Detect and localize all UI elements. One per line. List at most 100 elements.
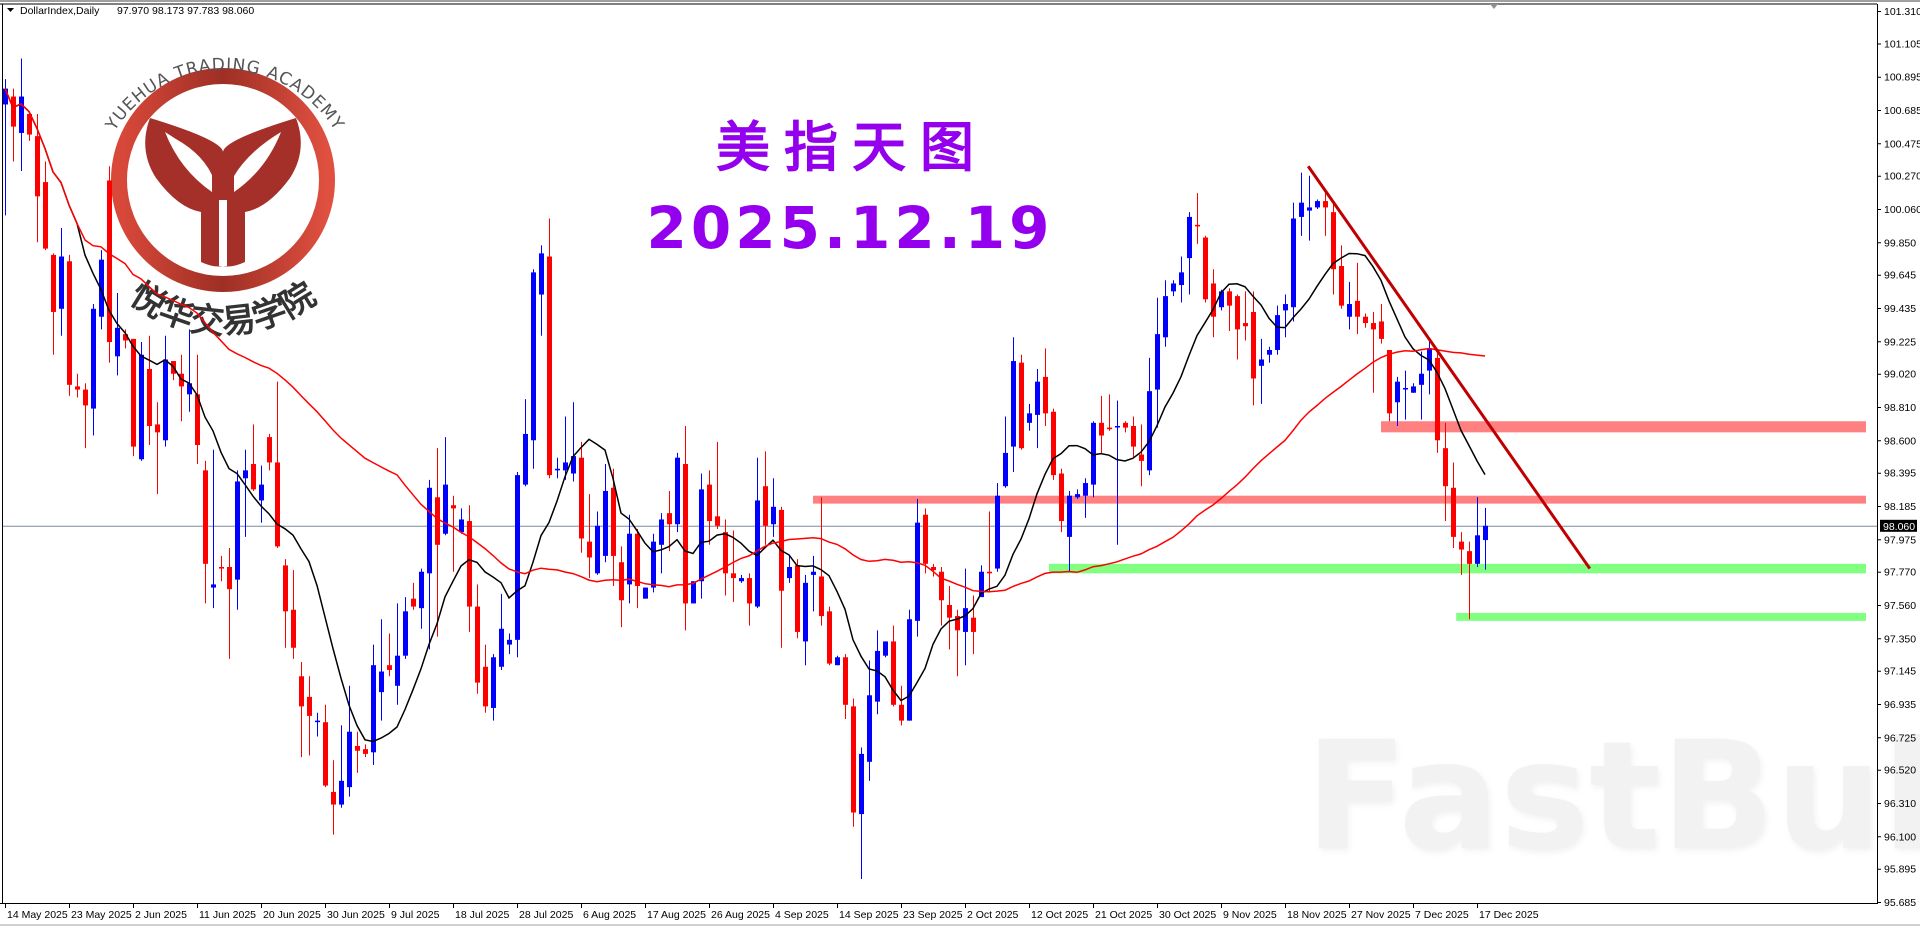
candle[interactable] (1259, 338, 1264, 404)
candle[interactable] (155, 402, 160, 495)
candle[interactable] (827, 606, 832, 666)
candle[interactable] (1043, 348, 1048, 427)
candle[interactable] (763, 451, 768, 545)
candle[interactable] (395, 603, 400, 705)
candle[interactable] (59, 228, 64, 336)
candle[interactable] (163, 335, 168, 447)
candle[interactable] (539, 245, 544, 336)
candle[interactable] (1411, 383, 1416, 393)
candle[interactable] (83, 383, 88, 449)
candle[interactable] (1395, 376, 1400, 427)
candle[interactable] (875, 630, 880, 715)
candle[interactable] (379, 619, 384, 721)
support-zone[interactable] (1049, 563, 1866, 574)
candle[interactable] (707, 470, 712, 545)
candle[interactable] (1467, 541, 1472, 620)
candle[interactable] (747, 573, 752, 626)
candle[interactable] (515, 471, 520, 658)
candle[interactable] (283, 559, 288, 648)
candle[interactable] (147, 335, 152, 446)
candle[interactable] (355, 731, 360, 773)
candle[interactable] (1251, 291, 1256, 406)
candle[interactable] (931, 563, 936, 577)
candle[interactable] (1131, 416, 1136, 458)
candle[interactable] (771, 478, 776, 537)
candle[interactable] (883, 641, 888, 658)
candle[interactable] (91, 304, 96, 436)
candle[interactable] (1179, 256, 1184, 303)
candle[interactable] (1363, 313, 1368, 328)
candle[interactable] (11, 88, 16, 162)
candle[interactable] (1147, 357, 1152, 476)
candle[interactable] (1347, 281, 1352, 330)
candle[interactable] (1451, 462, 1456, 548)
candle[interactable] (571, 402, 576, 482)
candle[interactable] (819, 497, 824, 626)
candle[interactable] (739, 574, 744, 583)
candle[interactable] (523, 399, 528, 487)
candle[interactable] (227, 547, 232, 659)
candle[interactable] (795, 559, 800, 639)
candle[interactable] (835, 655, 840, 666)
candle[interactable] (419, 568, 424, 629)
candle[interactable] (1099, 395, 1104, 455)
candle[interactable] (251, 424, 256, 491)
candle[interactable] (331, 760, 336, 835)
candle[interactable] (659, 513, 664, 574)
candle[interactable] (915, 498, 920, 637)
candle[interactable] (1227, 288, 1232, 331)
candle[interactable] (275, 381, 280, 548)
candle[interactable] (1083, 478, 1088, 518)
candle[interactable] (971, 595, 976, 655)
candle[interactable] (963, 568, 968, 666)
candle[interactable] (683, 426, 688, 631)
candle[interactable] (1067, 490, 1072, 572)
candle[interactable] (459, 508, 464, 534)
candle[interactable] (531, 269, 536, 469)
candle[interactable] (43, 161, 48, 251)
candle[interactable] (1267, 346, 1272, 363)
resistance-zone[interactable] (813, 495, 1866, 504)
candle[interactable] (1203, 235, 1208, 303)
candle[interactable] (211, 449, 216, 609)
candle[interactable] (859, 747, 864, 880)
candle[interactable] (1291, 202, 1296, 322)
candle[interactable] (507, 633, 512, 655)
candle[interactable] (667, 490, 672, 552)
chart-shift-marker-icon[interactable] (1490, 4, 1498, 9)
candle[interactable] (1011, 337, 1016, 472)
candle[interactable] (1211, 269, 1216, 338)
candle[interactable] (187, 329, 192, 412)
ma-slow-line[interactable] (4, 88, 1486, 593)
candle[interactable] (3, 79, 8, 216)
candle[interactable] (27, 112, 32, 141)
candle[interactable] (299, 662, 304, 758)
candle[interactable] (115, 292, 120, 376)
candle[interactable] (731, 530, 736, 602)
candle[interactable] (75, 373, 80, 398)
candle[interactable] (715, 441, 720, 529)
candle[interactable] (1027, 403, 1032, 431)
candle[interactable] (899, 685, 904, 726)
candle[interactable] (1003, 416, 1008, 488)
candle[interactable] (723, 519, 728, 596)
candle[interactable] (1307, 175, 1312, 241)
candle[interactable] (291, 570, 296, 659)
candle[interactable] (1051, 408, 1056, 480)
candle[interactable] (587, 494, 592, 579)
candle[interactable] (19, 58, 24, 171)
candle[interactable] (1459, 532, 1464, 575)
candle[interactable] (891, 625, 896, 707)
candle[interactable] (555, 457, 560, 479)
candle[interactable] (1171, 280, 1176, 297)
candle[interactable] (1235, 294, 1240, 360)
candle[interactable] (691, 581, 696, 604)
candle[interactable] (315, 712, 320, 737)
candle[interactable] (403, 597, 408, 659)
candle[interactable] (1419, 351, 1424, 420)
candle[interactable] (1139, 424, 1144, 487)
candle[interactable] (1075, 489, 1080, 499)
candle[interactable] (483, 644, 488, 713)
candle[interactable] (675, 452, 680, 533)
